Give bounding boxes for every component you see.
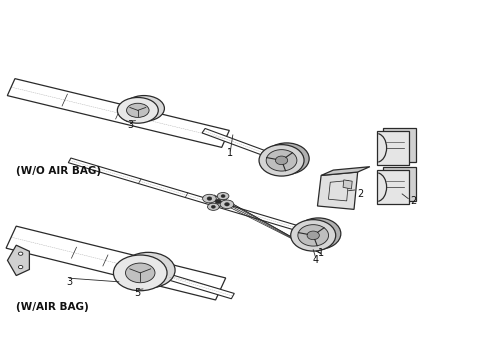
Text: (W/AIR BAG): (W/AIR BAG) xyxy=(16,302,89,312)
Circle shape xyxy=(221,194,225,198)
Polygon shape xyxy=(343,180,352,189)
Text: 3: 3 xyxy=(67,277,73,287)
Ellipse shape xyxy=(217,193,229,200)
Ellipse shape xyxy=(126,103,149,117)
Polygon shape xyxy=(7,78,229,147)
Text: 2: 2 xyxy=(357,189,363,199)
Ellipse shape xyxy=(266,150,297,171)
Ellipse shape xyxy=(275,156,288,165)
Text: 1: 1 xyxy=(318,248,323,258)
Text: 5: 5 xyxy=(135,288,141,297)
Ellipse shape xyxy=(114,255,167,291)
Circle shape xyxy=(215,199,221,204)
Text: 2: 2 xyxy=(411,197,417,206)
Ellipse shape xyxy=(296,218,341,249)
Ellipse shape xyxy=(307,231,319,240)
Polygon shape xyxy=(376,131,410,165)
Polygon shape xyxy=(383,128,416,162)
Text: 1: 1 xyxy=(227,148,233,158)
Circle shape xyxy=(224,203,229,206)
Ellipse shape xyxy=(207,203,219,210)
Circle shape xyxy=(207,197,212,200)
Polygon shape xyxy=(376,170,410,204)
Text: 4: 4 xyxy=(313,255,318,265)
Text: (W/O AIR BAG): (W/O AIR BAG) xyxy=(16,166,101,176)
Circle shape xyxy=(19,265,23,269)
Polygon shape xyxy=(318,172,358,210)
Ellipse shape xyxy=(264,143,309,174)
Ellipse shape xyxy=(122,252,175,288)
Polygon shape xyxy=(68,158,305,232)
Circle shape xyxy=(19,252,23,255)
Ellipse shape xyxy=(125,263,155,283)
Text: 3: 3 xyxy=(127,120,134,130)
Polygon shape xyxy=(321,167,370,175)
Ellipse shape xyxy=(298,225,329,246)
Circle shape xyxy=(211,205,216,208)
Polygon shape xyxy=(202,129,276,159)
Polygon shape xyxy=(7,245,29,275)
Ellipse shape xyxy=(220,200,234,208)
Ellipse shape xyxy=(123,95,165,121)
Polygon shape xyxy=(6,226,226,300)
Polygon shape xyxy=(383,167,416,201)
Ellipse shape xyxy=(117,98,158,123)
Ellipse shape xyxy=(202,194,216,203)
Ellipse shape xyxy=(209,197,227,206)
Ellipse shape xyxy=(291,220,336,251)
Polygon shape xyxy=(168,275,234,299)
Ellipse shape xyxy=(259,145,304,176)
